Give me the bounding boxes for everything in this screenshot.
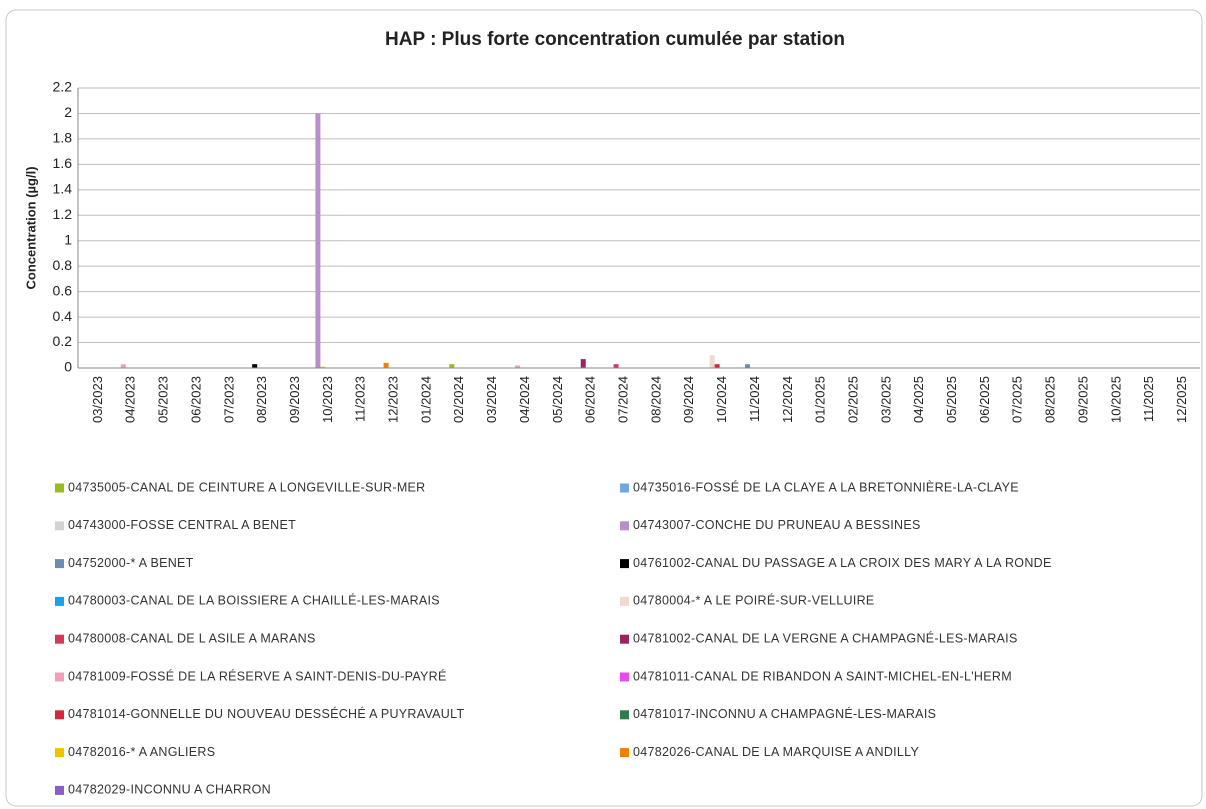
bar (744, 364, 750, 368)
legend-swatch (620, 559, 629, 569)
x-tick-label: 08/2025 (1043, 376, 1058, 423)
x-tick-label: 04/2025 (911, 376, 926, 423)
x-tick-label: 06/2025 (977, 376, 992, 423)
y-tick-label: 1.8 (53, 130, 73, 146)
x-tick-label: 03/2025 (878, 376, 893, 423)
legend-label: 04752000-* A BENET (68, 556, 194, 570)
legend-swatch (55, 710, 64, 720)
bar (252, 364, 258, 368)
bar (120, 364, 126, 368)
x-tick-label: 11/2025 (1141, 376, 1156, 422)
bar (709, 355, 715, 368)
y-tick-label: 1 (64, 231, 72, 247)
x-tick-label: 12/2025 (1174, 376, 1189, 423)
x-tick-label: 04/2023 (123, 376, 138, 423)
y-tick-label: 0.8 (53, 257, 73, 273)
legend-label: 04743000-FOSSE CENTRAL A BENET (68, 518, 296, 532)
bar (315, 113, 321, 368)
y-tick-label: 0.6 (53, 282, 73, 298)
x-tick-label: 09/2024 (681, 376, 696, 423)
x-tick-label: 03/2023 (90, 376, 105, 423)
legend-label: 04782029-INCONNU A CHARRON (68, 783, 271, 797)
x-tick-label: 08/2024 (648, 376, 663, 423)
legend-swatch (620, 521, 629, 531)
chart-title: HAP : Plus forte concentration cumulée p… (385, 29, 845, 50)
legend-swatch (55, 521, 64, 531)
y-tick-label: 0 (64, 359, 72, 375)
x-tick-label: 04/2024 (517, 376, 532, 423)
bar (449, 364, 455, 368)
legend-swatch (55, 634, 64, 644)
y-tick-label: 1.6 (53, 155, 73, 171)
legend-swatch (55, 596, 64, 606)
x-tick-label: 07/2024 (616, 376, 631, 423)
legend-label: 04735016-FOSSÉ DE LA CLAYE A LA BRETONNI… (633, 479, 1019, 494)
x-tick-label: 07/2025 (1010, 376, 1025, 423)
x-tick-label: 09/2025 (1075, 376, 1090, 423)
x-tick-label: 12/2023 (386, 376, 401, 423)
bar (515, 365, 521, 368)
y-tick-label: 0.2 (53, 333, 73, 349)
legend-swatch (55, 483, 64, 493)
legend-swatch (55, 785, 64, 795)
x-tick-label: 06/2024 (583, 376, 598, 423)
x-tick-label: 06/2023 (188, 376, 203, 423)
bar (383, 362, 389, 368)
x-tick-label: 07/2023 (221, 376, 236, 423)
y-tick-label: 0.4 (53, 308, 73, 324)
x-tick-label: 10/2025 (1108, 376, 1123, 423)
legend-label: 04781002-CANAL DE LA VERGNE A CHAMPAGNÉ-… (633, 630, 1018, 645)
legend-swatch (55, 559, 64, 569)
y-tick-label: 1.4 (53, 181, 73, 197)
x-tick-label: 12/2024 (780, 376, 795, 423)
y-tick-label: 2.2 (53, 79, 73, 95)
legend-label: 04781014-GONNELLE DU NOUVEAU DESSÉCHÉ A … (68, 706, 464, 721)
x-tick-label: 05/2025 (944, 376, 959, 423)
legend-swatch (620, 672, 629, 682)
x-tick-label: 03/2024 (484, 376, 499, 423)
bar (714, 364, 720, 368)
legend-swatch (620, 748, 629, 758)
chart-frame (5, 9, 1203, 807)
y-tick-label: 2 (64, 104, 72, 120)
legend-label: 04781009-FOSSÉ DE LA RÉSERVE A SAINT-DEN… (68, 668, 447, 683)
legend-label: 04782016-* A ANGLIERS (68, 745, 215, 759)
x-tick-label: 09/2023 (287, 376, 302, 423)
x-tick-label: 10/2023 (320, 376, 335, 423)
legend-swatch (620, 596, 629, 606)
bar (613, 364, 619, 368)
legend-label: 04781011-CANAL DE RIBANDON A SAINT-MICHE… (633, 669, 1012, 683)
bar (580, 359, 586, 368)
x-tick-label: 02/2024 (451, 376, 466, 423)
y-axis-label: Concentration (µg/l) (23, 166, 38, 289)
legend-label: 04782026-CANAL DE LA MARQUISE A ANDILLY (633, 745, 920, 759)
legend-swatch (55, 672, 64, 682)
x-tick-label: 05/2023 (156, 376, 171, 423)
x-tick-label: 11/2024 (747, 376, 762, 422)
legend-label: 04743007-CONCHE DU PRUNEAU A BESSINES (633, 518, 921, 532)
x-tick-label: 05/2024 (550, 376, 565, 423)
legend-swatch (55, 748, 64, 758)
legend-label: 04781017-INCONNU A CHAMPAGNÉ-LES-MARAIS (633, 706, 936, 721)
x-tick-label: 10/2024 (714, 376, 729, 423)
legend-label: 04735005-CANAL DE CEINTURE A LONGEVILLE-… (68, 480, 426, 494)
legend-label: 04780004-* A LE POIRÉ-SUR-VELLUIRE (633, 593, 875, 608)
legend-swatch (620, 483, 629, 493)
x-tick-label: 08/2023 (254, 376, 269, 423)
legend-label: 04780008-CANAL DE L ASILE A MARANS (68, 631, 316, 645)
x-tick-label: 11/2023 (353, 376, 368, 422)
legend-label: 04780003-CANAL DE LA BOISSIERE A CHAILLÉ… (68, 593, 440, 608)
bar (320, 366, 326, 368)
legend-swatch (620, 710, 629, 720)
x-tick-label: 01/2024 (418, 376, 433, 423)
x-tick-label: 01/2025 (813, 376, 828, 423)
legend-label: 04761002-CANAL DU PASSAGE A LA CROIX DES… (633, 556, 1052, 570)
x-tick-label: 02/2025 (845, 376, 860, 423)
y-tick-label: 1.2 (53, 206, 73, 222)
legend-swatch (620, 634, 629, 644)
